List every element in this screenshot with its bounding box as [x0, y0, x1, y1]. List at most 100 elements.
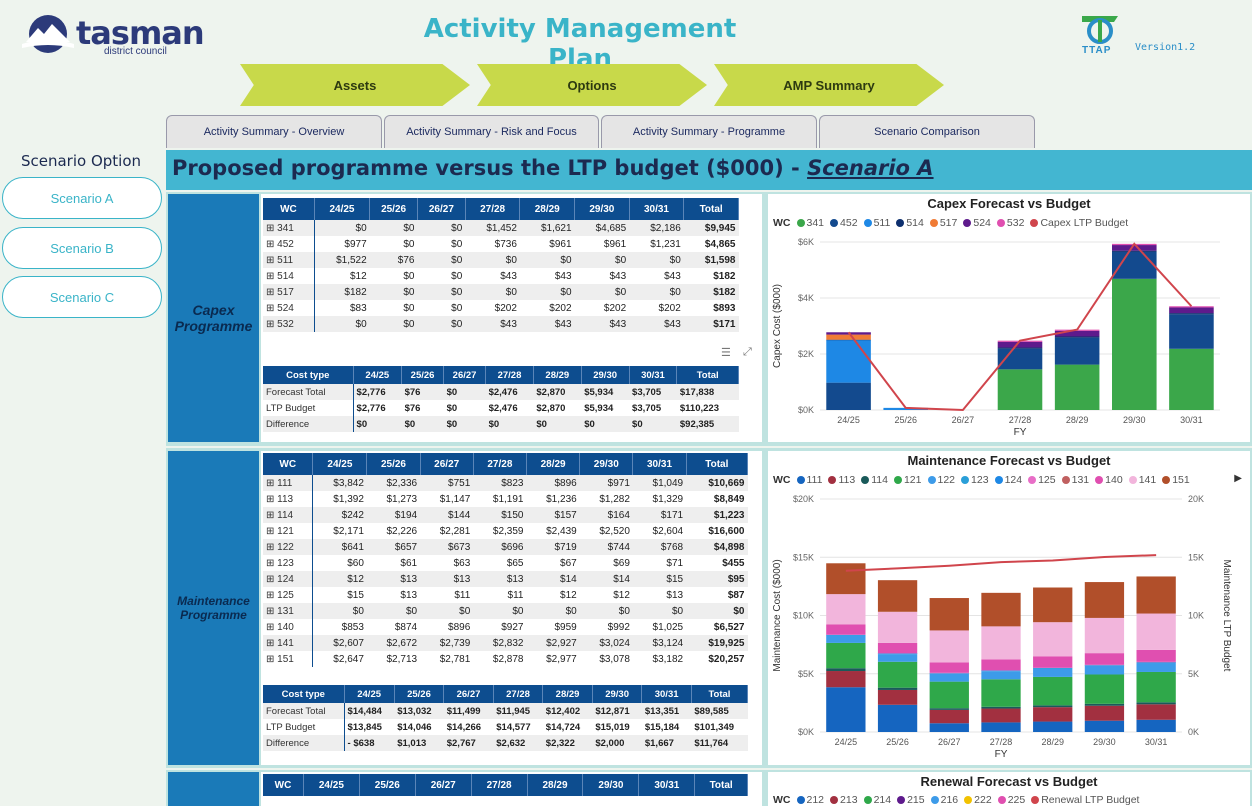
row-key[interactable]: ⊞ 131	[263, 603, 314, 619]
legend-entry[interactable]: 214	[873, 794, 892, 806]
legend-entry[interactable]: 111	[806, 474, 823, 486]
expand-plus-icon[interactable]: ⊞	[266, 589, 278, 601]
col-header-year[interactable]: 29/30	[579, 453, 634, 475]
col-header-year[interactable]: 24/25	[303, 774, 360, 796]
col-header-cost-type[interactable]: Cost type	[263, 685, 345, 703]
scenario-b-button[interactable]: Scenario B	[2, 227, 162, 269]
legend-entry-line[interactable]: Renewal LTP Budget	[1041, 794, 1140, 806]
expand-plus-icon[interactable]: ⊞	[266, 637, 278, 649]
row-key[interactable]: ⊞ 532	[263, 316, 315, 332]
row-key[interactable]: ⊞ 141	[263, 635, 314, 651]
col-header-year[interactable]: 24/25	[312, 453, 368, 475]
col-header-year[interactable]: 29/30	[581, 366, 630, 384]
legend-entry[interactable]: 122	[937, 474, 956, 486]
nav-amp-summary[interactable]: AMP Summary	[714, 64, 944, 106]
legend-entry[interactable]: 213	[840, 794, 858, 806]
legend-entry-line[interactable]: Capex LTP Budget	[1040, 217, 1129, 229]
legend-entry[interactable]: 514	[906, 217, 924, 229]
expand-plus-icon[interactable]: ⊞	[266, 541, 278, 553]
tab-activity-overview[interactable]: Activity Summary - Overview	[166, 115, 382, 148]
col-header-year[interactable]: 28/29	[519, 198, 576, 220]
row-key[interactable]: ⊞ 124	[263, 571, 314, 587]
expand-plus-icon[interactable]: ⊞	[266, 573, 278, 585]
col-header-total[interactable]: Total	[686, 453, 749, 475]
col-header-wc[interactable]: WC	[263, 774, 304, 796]
legend-entry[interactable]: 125	[1038, 474, 1056, 486]
row-key[interactable]: ⊞ 514	[263, 268, 315, 284]
col-header-year[interactable]: 26/27	[443, 366, 487, 384]
col-header-wc[interactable]: WC	[263, 453, 314, 475]
col-header-year[interactable]: 24/25	[314, 198, 371, 220]
col-header-year[interactable]: 25/26	[394, 685, 445, 703]
legend-entry[interactable]: 212	[806, 794, 825, 806]
expand-plus-icon[interactable]: ⊞	[266, 557, 278, 569]
row-key[interactable]: ⊞ 122	[263, 539, 314, 555]
row-key[interactable]: ⊞ 452	[263, 236, 315, 252]
col-header-year[interactable]: 27/28	[485, 366, 534, 384]
expand-plus-icon[interactable]: ⊞	[266, 605, 278, 617]
legend-entry[interactable]: 511	[873, 217, 891, 229]
row-key[interactable]: ⊞ 511	[263, 252, 315, 268]
col-header-year[interactable]: 24/25	[344, 685, 395, 703]
tab-risk-focus[interactable]: Activity Summary - Risk and Focus	[384, 115, 599, 148]
expand-plus-icon[interactable]: ⊞	[266, 493, 278, 505]
legend-entry[interactable]: 341	[806, 217, 825, 229]
scenario-c-button[interactable]: Scenario C	[2, 276, 162, 318]
expand-plus-icon[interactable]: ⊞	[266, 270, 278, 282]
expand-plus-icon[interactable]: ⊞	[266, 222, 278, 234]
col-header-year[interactable]: 25/26	[366, 453, 421, 475]
legend-entry[interactable]: 517	[939, 217, 958, 229]
expand-plus-icon[interactable]: ⊞	[266, 238, 278, 250]
col-header-year[interactable]: 27/28	[473, 453, 528, 475]
col-header-total[interactable]: Total	[683, 198, 739, 220]
col-header-year[interactable]: 26/27	[415, 774, 472, 796]
tab-scenario-comparison[interactable]: Scenario Comparison	[819, 115, 1035, 148]
legend-entry[interactable]: 216	[940, 794, 959, 806]
legend-entry[interactable]: 124	[1004, 474, 1023, 486]
legend-entry[interactable]: 113	[838, 474, 856, 486]
expand-plus-icon[interactable]: ⊞	[266, 302, 278, 314]
row-key[interactable]: ⊞ 151	[263, 651, 314, 667]
col-header-year[interactable]: 28/29	[527, 774, 584, 796]
row-key[interactable]: ⊞ 125	[263, 587, 314, 603]
nav-options[interactable]: Options	[477, 64, 707, 106]
col-header-year[interactable]: 26/27	[417, 198, 466, 220]
col-header-year[interactable]: 30/31	[641, 685, 692, 703]
col-header-year[interactable]: 29/30	[582, 774, 640, 796]
col-header-year[interactable]: 30/31	[632, 453, 687, 475]
legend-entry[interactable]: 532	[1006, 217, 1025, 229]
legend-entry[interactable]: 524	[973, 217, 991, 229]
legend-entry[interactable]: 151	[1172, 474, 1190, 486]
tab-programme[interactable]: Activity Summary - Programme	[601, 115, 817, 148]
legend-entry[interactable]: 123	[971, 474, 989, 486]
expand-plus-icon[interactable]: ⊞	[266, 621, 278, 633]
col-header-year[interactable]: 26/27	[420, 453, 474, 475]
expand-plus-icon[interactable]: ⊞	[266, 477, 278, 489]
legend-entry[interactable]: 222	[974, 794, 992, 806]
col-header-year[interactable]: 27/28	[471, 774, 528, 796]
row-key[interactable]: ⊞ 121	[263, 523, 314, 539]
col-header-year[interactable]: 24/25	[353, 366, 403, 384]
expand-plus-icon[interactable]: ⊞	[266, 254, 278, 266]
col-header-year[interactable]: 25/26	[369, 198, 418, 220]
col-header-year[interactable]: 25/26	[401, 366, 445, 384]
legend-entry[interactable]: 140	[1105, 474, 1123, 486]
legend-entry[interactable]: 131	[1071, 474, 1090, 486]
col-header-year[interactable]: 26/27	[443, 685, 494, 703]
legend-entry[interactable]: 114	[871, 474, 888, 486]
row-key[interactable]: ⊞ 341	[263, 220, 315, 236]
legend-next-icon[interactable]: ▶	[1234, 473, 1242, 484]
legend-entry[interactable]: 225	[1007, 794, 1026, 806]
row-key[interactable]: ⊞ 111	[263, 475, 314, 491]
col-header-year[interactable]: 30/31	[629, 366, 678, 384]
col-header-year[interactable]: 28/29	[533, 366, 582, 384]
row-key[interactable]: ⊞ 517	[263, 284, 315, 300]
expand-plus-icon[interactable]: ⊞	[266, 318, 278, 330]
row-key[interactable]: ⊞ 524	[263, 300, 315, 316]
col-header-total[interactable]: Total	[691, 685, 749, 703]
col-header-year[interactable]: 27/28	[493, 685, 544, 703]
col-header-total[interactable]: Total	[694, 774, 748, 796]
scenario-a-button[interactable]: Scenario A	[2, 177, 162, 219]
col-header-year[interactable]: 27/28	[465, 198, 521, 220]
col-header-wc[interactable]: WC	[263, 198, 315, 220]
